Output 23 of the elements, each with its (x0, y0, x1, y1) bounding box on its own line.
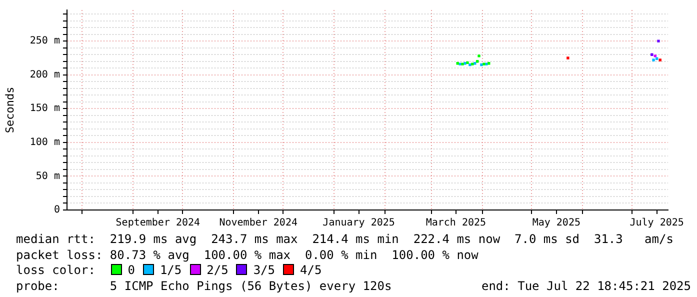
text: end: Tue Jul 22 18:45:21 2025 (481, 278, 691, 294)
x-tick-label: November 2024 (219, 218, 298, 229)
text: packet loss: 80.73 % avg 100.00 % max 0.00 % min 100.00 % now (16, 248, 480, 263)
text: probe: 5 ICMP Echo Pings (56 Bytes) every 120s (16, 278, 392, 294)
legend-label: 2/5 (206, 263, 228, 277)
y-tick-label: 50 m (36, 170, 60, 182)
legend-label: 0 (128, 263, 135, 277)
x-tick-label: January 2025 (322, 218, 395, 229)
legend-label: 1/5 (160, 263, 182, 277)
y-tick-label: 100 m (30, 137, 60, 148)
x-tick-label: March 2025 (426, 218, 486, 229)
y-tick-label: 250 m (30, 36, 60, 47)
legend-label: 3/5 (253, 263, 275, 277)
y-tick-label: 200 m (30, 69, 60, 80)
legend-title: loss color: (16, 263, 96, 277)
x-tick-label: July 2025 (630, 218, 684, 229)
text: median rtt: 219.9 ms avg 243.7 ms max 214.4 ms min 222.4 ms now 7.0 ms sd 31.3 am/s (16, 232, 674, 248)
legend-label: 4/5 (300, 263, 322, 277)
y-tick-label: 150 m (30, 103, 60, 114)
x-tick-label: September 2024 (116, 218, 200, 229)
y-tick-label: 0 (54, 204, 60, 216)
y-axis-title: Seconds (3, 86, 16, 134)
x-tick-label: May 2025 (532, 218, 580, 229)
